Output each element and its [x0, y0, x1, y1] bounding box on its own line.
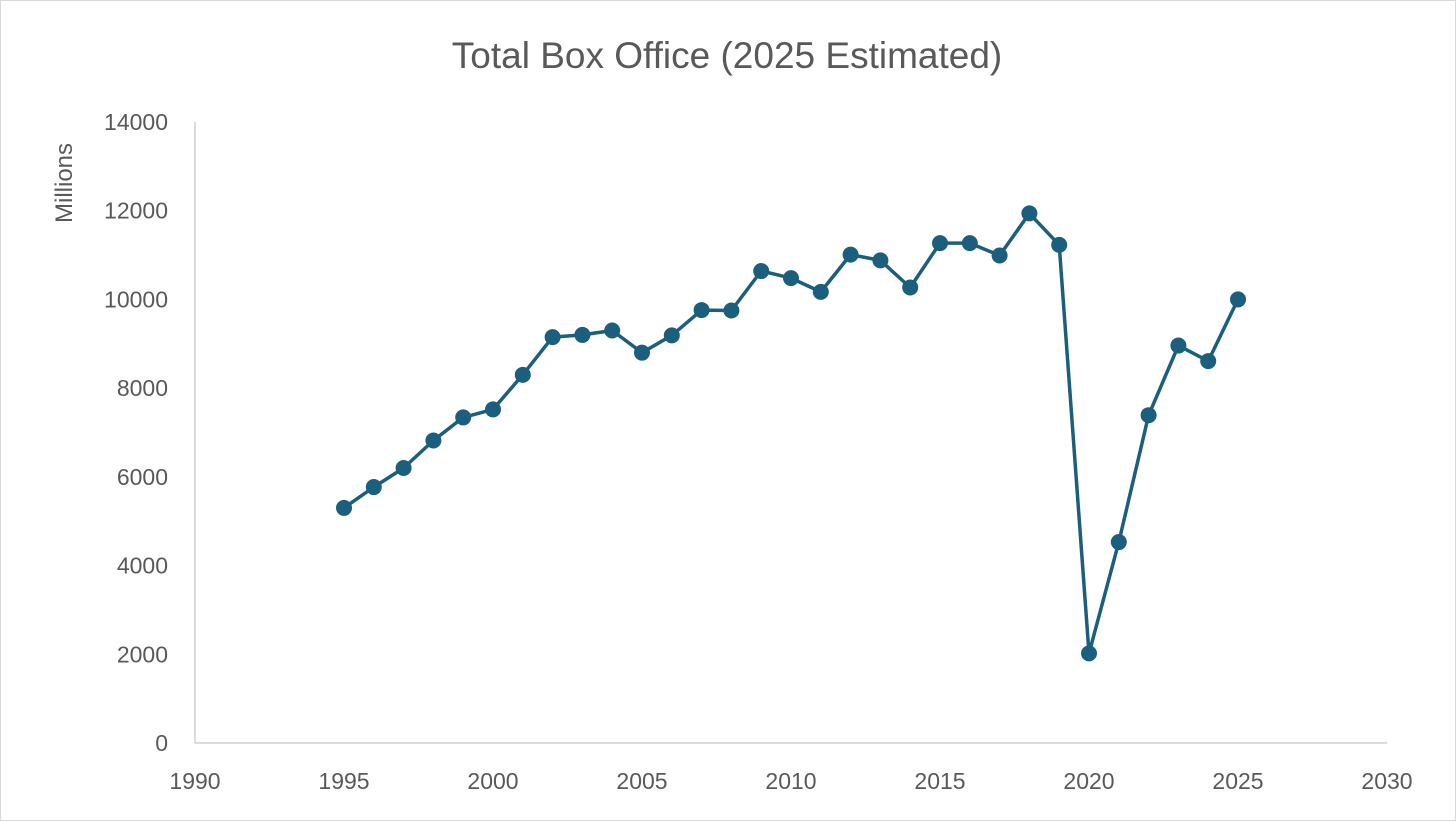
- data-point: [812, 283, 829, 300]
- data-point: [634, 344, 650, 361]
- y-tick-labels: 0 2000 4000 6000 8000 10000 12000 14000: [104, 109, 168, 756]
- data-point: [1170, 337, 1187, 354]
- y-tick-label: 0: [155, 730, 168, 756]
- x-tick-labels: 1990 1995 2000 2005 2010 2015 2020 2025 2030: [169, 768, 1412, 794]
- x-tick-label: 1995: [318, 768, 369, 794]
- data-point: [1200, 353, 1217, 370]
- data-point: [1051, 236, 1068, 253]
- data-point: [783, 270, 799, 287]
- y-tick-label: 6000: [117, 464, 168, 490]
- data-point: [1140, 407, 1157, 424]
- x-tick-label: 2020: [1063, 768, 1114, 794]
- data-point: [1110, 534, 1127, 551]
- data-point: [574, 326, 591, 343]
- x-tick-label: 2030: [1361, 768, 1412, 794]
- data-point: [425, 432, 442, 449]
- data-point: [604, 322, 621, 339]
- y-tick-label: 4000: [117, 553, 168, 579]
- y-tick-label: 2000: [117, 641, 168, 667]
- data-point: [544, 329, 561, 346]
- x-tick-label: 1990: [169, 768, 220, 794]
- x-tick-label: 2015: [914, 768, 965, 794]
- data-point: [365, 479, 382, 496]
- data-point: [932, 235, 948, 252]
- data-point: [991, 247, 1008, 264]
- data-point: [1081, 645, 1097, 662]
- y-tick-label: 12000: [104, 198, 168, 224]
- y-tick-label: 8000: [117, 375, 168, 401]
- x-tick-label: 2010: [765, 768, 816, 794]
- y-axis-label: Millions: [51, 143, 78, 223]
- data-point: [663, 327, 680, 344]
- data-point: [842, 246, 859, 263]
- x-tick-label: 2005: [616, 768, 667, 794]
- y-tick-label: 10000: [104, 286, 168, 312]
- data-point: [485, 401, 501, 418]
- data-point: [336, 499, 352, 516]
- x-tick-label: 2000: [467, 768, 518, 794]
- data-point: [514, 366, 531, 383]
- data-point: [753, 263, 770, 280]
- data-point: [902, 279, 919, 296]
- axes: [194, 122, 1387, 744]
- data-point: [693, 302, 710, 319]
- data-point: [961, 235, 978, 252]
- data-point: [455, 409, 472, 426]
- y-tick-label: 14000: [104, 109, 168, 135]
- data-point: [1021, 205, 1038, 222]
- series-layer: [336, 205, 1246, 662]
- data-point: [723, 302, 740, 319]
- data-point: [872, 252, 889, 269]
- chart-title: Total Box Office (2025 Estimated): [452, 35, 1002, 76]
- data-point: [1230, 291, 1246, 308]
- x-tick-label: 2025: [1212, 768, 1263, 794]
- data-point: [395, 459, 412, 476]
